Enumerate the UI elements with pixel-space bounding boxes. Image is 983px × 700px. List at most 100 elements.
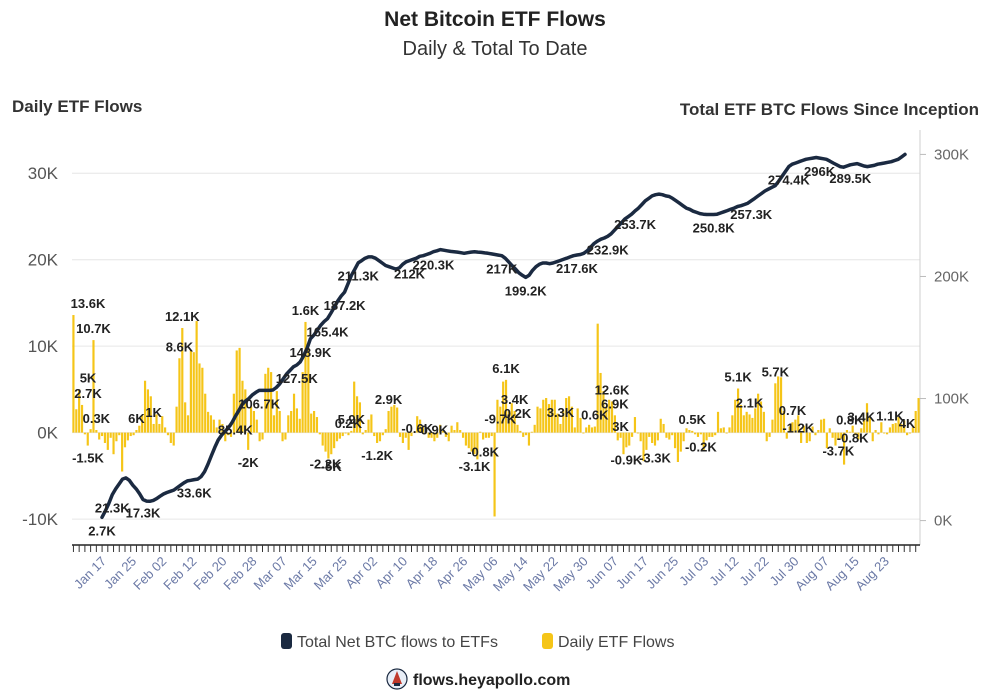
daily-bar xyxy=(725,432,728,434)
daily-value-label: 2.9K xyxy=(375,392,403,407)
daily-bar xyxy=(696,432,700,437)
cumulative-value-label: 217.6K xyxy=(556,261,599,276)
daily-bar xyxy=(192,352,195,433)
daily-bar xyxy=(545,398,548,433)
daily-bar xyxy=(550,399,553,433)
daily-bar xyxy=(791,422,794,433)
daily-bar xyxy=(470,432,473,452)
x-tick-label: Apr 18 xyxy=(403,554,441,592)
daily-value-label: -2K xyxy=(238,455,260,470)
daily-bar xyxy=(227,432,230,436)
daily-bar xyxy=(840,432,843,439)
daily-bar xyxy=(204,393,207,433)
daily-bar xyxy=(734,399,737,433)
daily-bar xyxy=(547,404,551,433)
daily-bar xyxy=(118,432,121,436)
daily-bar xyxy=(691,430,694,433)
daily-bar xyxy=(175,406,178,433)
daily-value-label: -3.3K xyxy=(639,451,671,466)
daily-bar xyxy=(390,406,393,433)
cumulative-value-label: 296K xyxy=(804,164,836,179)
daily-bar xyxy=(871,432,874,442)
daily-bar xyxy=(785,432,788,439)
daily-value-label: -3.7K xyxy=(822,444,854,459)
daily-bar xyxy=(559,423,562,433)
daily-bar xyxy=(616,432,619,441)
right-tick-label: 0K xyxy=(934,513,952,530)
right-tick-label: 200K xyxy=(934,268,969,285)
daily-bar xyxy=(318,432,321,435)
daily-bar xyxy=(284,432,287,440)
daily-value-label: -0.8K xyxy=(467,445,499,460)
daily-bar xyxy=(573,427,576,433)
daily-bar xyxy=(155,414,158,433)
daily-bar xyxy=(694,432,697,435)
daily-bar xyxy=(880,422,883,433)
daily-bar xyxy=(221,423,224,433)
daily-bar xyxy=(582,432,585,434)
daily-bar xyxy=(387,410,390,433)
left-tick-label: 10K xyxy=(28,337,59,356)
daily-bar xyxy=(610,401,614,433)
daily-bar xyxy=(100,432,104,437)
daily-bar xyxy=(633,417,637,433)
daily-bar xyxy=(430,432,433,438)
daily-bar xyxy=(141,415,144,433)
daily-bar xyxy=(863,419,866,433)
daily-bar xyxy=(522,432,525,437)
daily-value-label: -2.2K xyxy=(310,457,342,472)
daily-bar xyxy=(728,427,731,433)
cumulative-line xyxy=(100,152,907,520)
daily-bar xyxy=(450,425,453,433)
daily-value-label: 3K xyxy=(612,419,629,434)
cumulative-value-label: 220.3K xyxy=(412,258,455,273)
daily-bar xyxy=(436,432,439,438)
daily-bar xyxy=(252,410,256,433)
daily-bar xyxy=(247,432,250,450)
left-tick-label: -10K xyxy=(22,510,59,529)
daily-bar xyxy=(854,432,857,436)
right-axis-ticks: 0K 100K 200K 300K xyxy=(920,146,969,530)
daily-bar xyxy=(579,417,582,433)
daily-value-label: 12.1K xyxy=(165,309,200,324)
daily-bar xyxy=(378,432,382,442)
daily-value-label: 2.1K xyxy=(736,395,764,410)
daily-bar xyxy=(218,419,221,433)
left-axis-ticks: -10K 0K 10K 20K 30K xyxy=(22,164,59,529)
daily-value-label: 0.2K xyxy=(335,416,363,431)
daily-bar xyxy=(410,432,413,437)
daily-bar xyxy=(258,432,261,442)
daily-bar xyxy=(570,406,574,433)
cumulative-value-label: 253.7K xyxy=(614,217,657,232)
daily-bar xyxy=(198,363,201,433)
daily-bar xyxy=(676,432,680,462)
daily-bar xyxy=(398,432,402,437)
daily-bar xyxy=(267,367,270,433)
daily-bar xyxy=(186,415,190,433)
daily-value-label: -0.8K xyxy=(837,431,869,446)
daily-bar xyxy=(301,372,304,433)
daily-bar xyxy=(702,432,705,450)
daily-bar xyxy=(229,432,233,437)
daily-bar xyxy=(788,426,791,433)
cumulative-value-label: 289.5K xyxy=(829,171,872,186)
daily-bar xyxy=(877,432,880,435)
daily-value-label: 4K xyxy=(899,416,916,431)
daily-bar xyxy=(828,428,831,433)
daily-bar xyxy=(814,432,817,436)
daily-bar xyxy=(344,432,347,434)
daily-bar xyxy=(367,419,370,433)
daily-bar xyxy=(831,432,834,438)
daily-bar xyxy=(315,417,319,433)
daily-bar xyxy=(464,432,468,446)
daily-bar xyxy=(504,379,508,433)
daily-bar xyxy=(797,415,800,433)
cumulative-value-label: 85.4K xyxy=(218,422,253,437)
daily-bar xyxy=(496,399,499,433)
daily-bar xyxy=(642,432,645,462)
daily-bar xyxy=(401,432,404,443)
daily-bar xyxy=(476,432,479,460)
daily-bar xyxy=(341,432,344,437)
